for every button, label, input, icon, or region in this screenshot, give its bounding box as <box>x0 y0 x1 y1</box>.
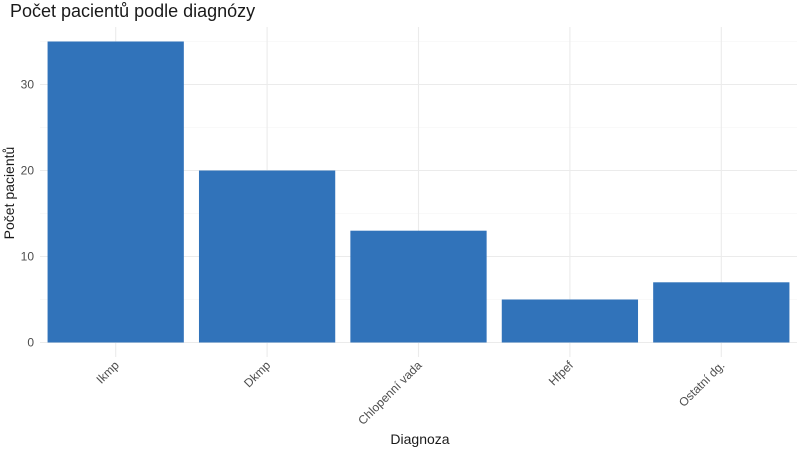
y-tick-label: 0 <box>27 336 34 350</box>
chart-title: Počet pacientů podle diagnózy <box>10 1 256 21</box>
x-tick-label: Hfpef <box>546 358 577 389</box>
y-axis-title: Počet pacientů <box>1 147 17 240</box>
bars <box>47 41 790 343</box>
y-tick-label: 30 <box>21 78 35 92</box>
y-tick-label: 20 <box>21 164 35 178</box>
x-tick-label: Dkmp <box>241 358 273 390</box>
x-tick-label: Ikmp <box>94 358 123 387</box>
bar <box>350 230 487 343</box>
bar <box>501 299 639 343</box>
y-tick-label: 10 <box>21 250 35 264</box>
x-axis-title: Diagnoza <box>390 431 449 447</box>
bar <box>653 282 790 343</box>
y-tick-labels: 0 10 20 30 <box>21 78 35 350</box>
bar <box>198 170 336 343</box>
x-tick-labels: Ikmp Dkmp Chlopenní vada Hfpef Ostatní dg. <box>94 358 728 428</box>
bar <box>47 41 184 343</box>
x-tick-label: Ostatní dg. <box>676 358 727 409</box>
x-tick-label: Chlopenní vada <box>355 358 425 428</box>
